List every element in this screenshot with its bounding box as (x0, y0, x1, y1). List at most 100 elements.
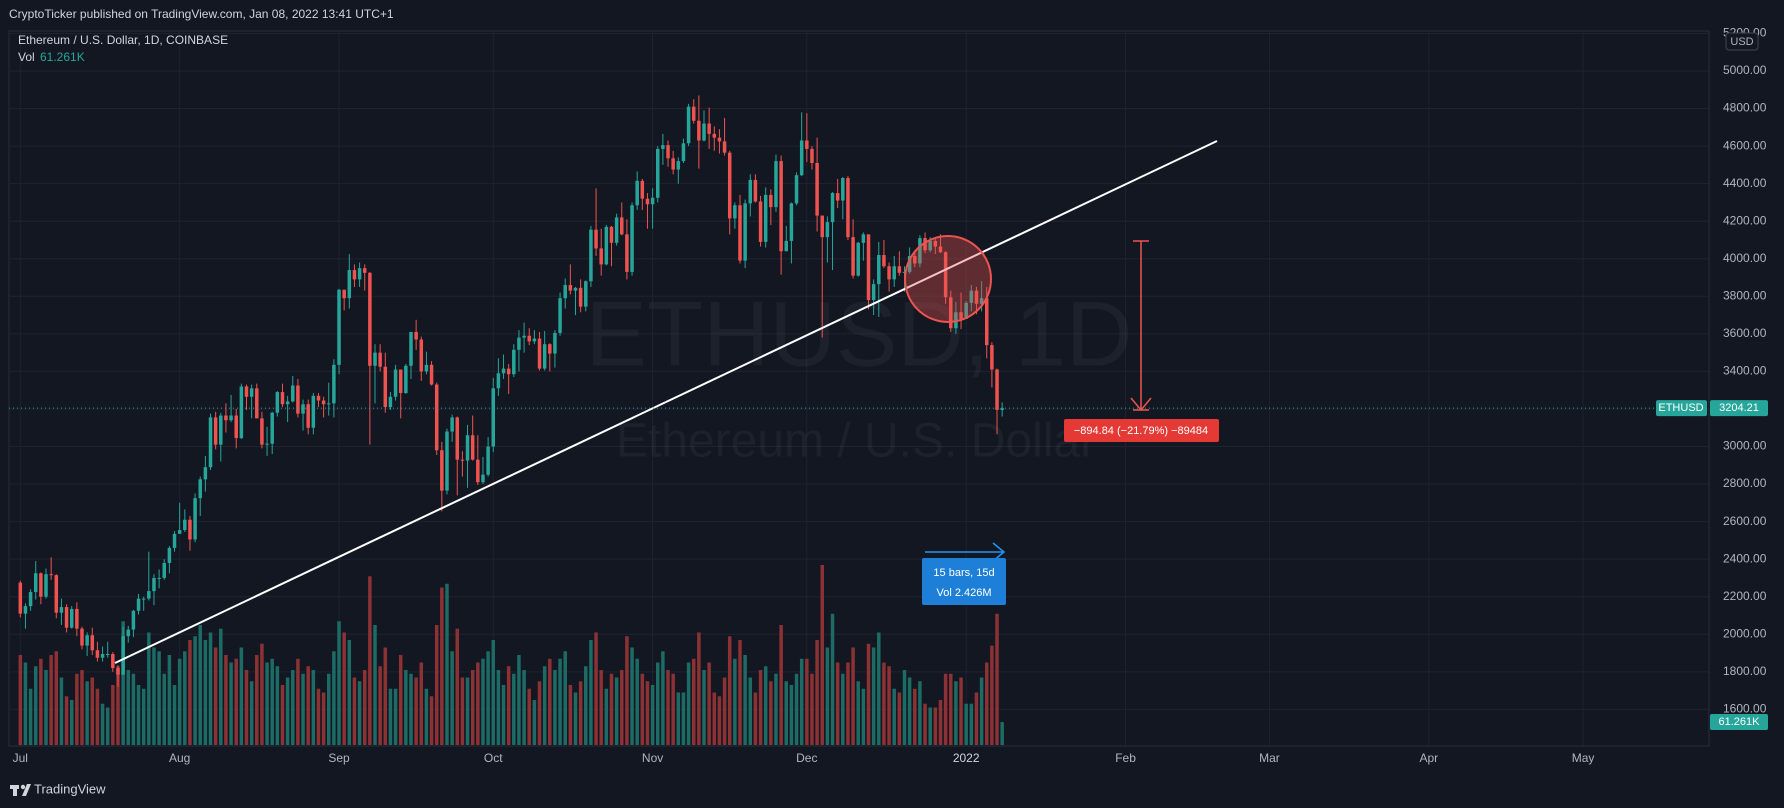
volume-bar (470, 670, 475, 745)
candle-body (301, 404, 305, 414)
volume-bar (33, 666, 38, 745)
volume-bar (23, 662, 28, 745)
candle-body (568, 285, 573, 291)
candle-body (979, 298, 984, 304)
volume-bar (979, 677, 984, 745)
volume-bar (434, 625, 439, 745)
volume-bar (964, 703, 968, 745)
volume-bar (666, 670, 670, 745)
y-tick-label: 4600.00 (1723, 138, 1767, 152)
candle-body (918, 238, 922, 264)
watermark: ETHUSD, 1D (586, 283, 1133, 385)
y-tick-label: 2000.00 (1723, 626, 1767, 640)
volume-bar (830, 613, 835, 745)
volume-bar (450, 651, 454, 745)
volume-bar (974, 692, 979, 745)
candle-body (285, 401, 290, 405)
candle-body (512, 349, 516, 375)
volume-bar (383, 647, 388, 745)
volume-bar (69, 700, 74, 745)
volume-bar (398, 655, 403, 745)
volume-bar (409, 673, 413, 745)
candle-body (758, 201, 763, 242)
volume-bar (501, 685, 506, 745)
volume-bar (224, 655, 228, 745)
volume-bar (954, 681, 958, 745)
volume-bar (280, 685, 285, 745)
y-tick-label: 5000.00 (1723, 63, 1767, 77)
volume-bar (815, 640, 819, 745)
volume-bar (362, 670, 367, 745)
candle-body (578, 287, 583, 307)
x-tick-label: May (1572, 751, 1595, 765)
candle-body (18, 582, 23, 614)
candle-body (121, 636, 125, 675)
volume-legend-name: Vol (18, 50, 35, 64)
candle-body (362, 268, 367, 273)
candle-body (491, 388, 495, 447)
volume-bar (907, 677, 912, 745)
volume-bar (255, 655, 259, 745)
volume-bar (522, 670, 526, 745)
volume-bar (717, 696, 722, 745)
x-tick-label: Nov (642, 751, 663, 765)
volume-bar (183, 651, 187, 745)
volume-bar (54, 651, 59, 745)
candle-body (594, 229, 598, 249)
volume-bar (306, 666, 310, 745)
candle-body (342, 289, 346, 299)
candle-body (727, 152, 732, 219)
candle-body (131, 610, 136, 630)
volume-bar (239, 647, 244, 745)
candle-body (177, 530, 182, 534)
volume-bar (105, 707, 110, 745)
volume-bar (337, 621, 341, 745)
candle-body (635, 180, 639, 206)
candle-body (841, 178, 845, 201)
volume-bar (558, 658, 562, 745)
brand-name: TradingView (34, 781, 106, 796)
volume-bar (1000, 722, 1004, 745)
candle-body (75, 608, 79, 629)
candle-body (542, 344, 547, 369)
candle-body (49, 574, 53, 576)
volume-bar (39, 658, 43, 745)
candle-body (213, 417, 218, 445)
candle-body (969, 290, 974, 303)
candle-body (717, 137, 722, 142)
candle-body (368, 272, 372, 366)
candle-body (337, 289, 341, 365)
candle-body (198, 479, 202, 499)
candle-body (54, 575, 59, 613)
x-tick-label: Sep (328, 751, 350, 765)
candle-body (409, 331, 413, 366)
candle-body (255, 388, 259, 419)
candle-body (460, 459, 465, 461)
volume-bar (229, 662, 233, 745)
volume-bar (455, 628, 460, 745)
volume-bar (686, 662, 691, 745)
grid (9, 31, 1709, 746)
volume-bar (620, 670, 624, 745)
last-volume-box (1710, 714, 1768, 731)
symbol-label: ETHUSD (1658, 402, 1703, 414)
volume-bar (260, 643, 264, 745)
candle-body (203, 467, 208, 480)
volume-bar (64, 696, 69, 745)
candle-body (208, 417, 213, 468)
volume-bar (445, 583, 449, 745)
candle-body (398, 369, 403, 394)
candle-body (614, 217, 619, 243)
volume-bar (285, 677, 290, 745)
candle-body (167, 547, 172, 563)
candle-body (655, 148, 660, 198)
volume-bar (640, 673, 645, 745)
candle-body (630, 205, 634, 272)
volume-bar (419, 662, 424, 745)
candle-body (193, 498, 197, 540)
volume-bar (614, 677, 619, 745)
volume-bar (219, 628, 223, 745)
candle-body (450, 417, 454, 432)
publisher-line: CryptoTicker published on TradingView.co… (9, 7, 394, 21)
candle-body (105, 653, 110, 655)
